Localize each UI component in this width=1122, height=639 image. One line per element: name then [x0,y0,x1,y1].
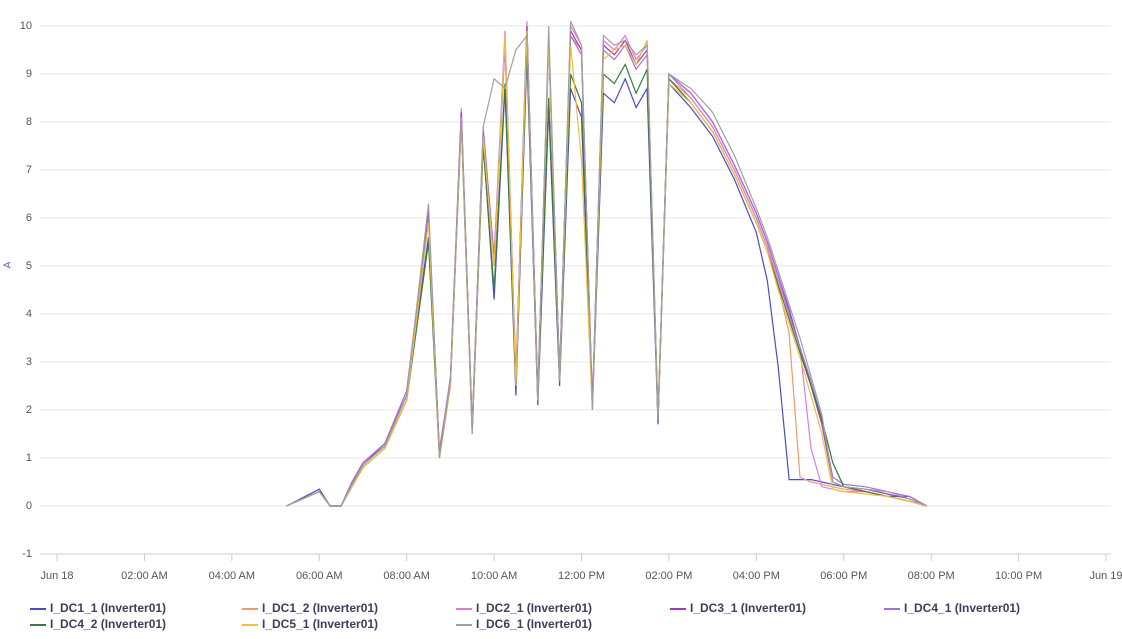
x-tick-label: Jun 19 [1089,570,1122,582]
y-tick-label: 4 [26,308,32,320]
series-line [286,30,928,507]
legend-label: I_DC2_1 (Inverter01) [476,601,592,615]
series-line [286,20,928,507]
y-tick-label: 9 [26,68,32,80]
x-tick-label: 04:00 PM [733,570,780,582]
legend-label: I_DC4_1 (Inverter01) [904,601,1020,615]
x-tick-label: 02:00 PM [645,570,692,582]
x-tick-label: 10:00 AM [471,570,517,582]
x-tick-label: 04:00 AM [209,570,255,582]
x-tick-label: Jun 18 [40,570,73,582]
x-tick-label: 08:00 PM [908,570,955,582]
legend-label: I_DC5_1 (Inverter01) [262,617,378,631]
x-tick-label: 06:00 AM [296,570,342,582]
y-tick-label: 7 [26,164,32,176]
legend-label: I_DC3_1 (Inverter01) [690,601,806,615]
legend-label: I_DC6_1 (Inverter01) [476,617,592,631]
x-tick-label: 02:00 AM [121,570,167,582]
x-tick-label: 08:00 AM [383,570,429,582]
x-tick-label: 10:00 PM [995,570,1042,582]
series-line [286,21,927,507]
y-tick-label: 8 [26,116,32,128]
x-tick-label: 06:00 PM [820,570,867,582]
y-tick-label: 1 [26,452,32,464]
x-tick-label: 12:00 PM [558,570,605,582]
series-line [286,30,927,507]
legend-label: I_DC4_2 (Inverter01) [50,617,166,631]
y-tick-label: 2 [26,404,32,416]
y-tick-label: 10 [20,20,32,32]
y-tick-label: 6 [26,212,32,224]
series-line [286,49,927,507]
legend-label: I_DC1_1 (Inverter01) [50,601,166,615]
y-tick-label: 5 [26,260,32,272]
legend-label: I_DC1_2 (Inverter01) [262,601,378,615]
y-tick-label: 0 [26,500,32,512]
y-tick-label: -1 [22,548,32,560]
y-axis-label: A [3,261,14,268]
y-tick-label: 3 [26,356,32,368]
